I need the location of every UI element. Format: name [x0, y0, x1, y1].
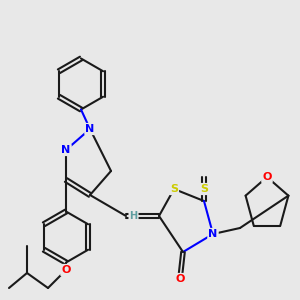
Text: N: N [61, 145, 70, 155]
Text: H: H [129, 211, 138, 221]
Text: O: O [61, 265, 71, 275]
Text: N: N [208, 229, 217, 239]
Text: O: O [262, 172, 272, 182]
Text: N: N [85, 124, 94, 134]
Text: S: S [200, 184, 208, 194]
Text: S: S [170, 184, 178, 194]
Text: O: O [175, 274, 185, 284]
